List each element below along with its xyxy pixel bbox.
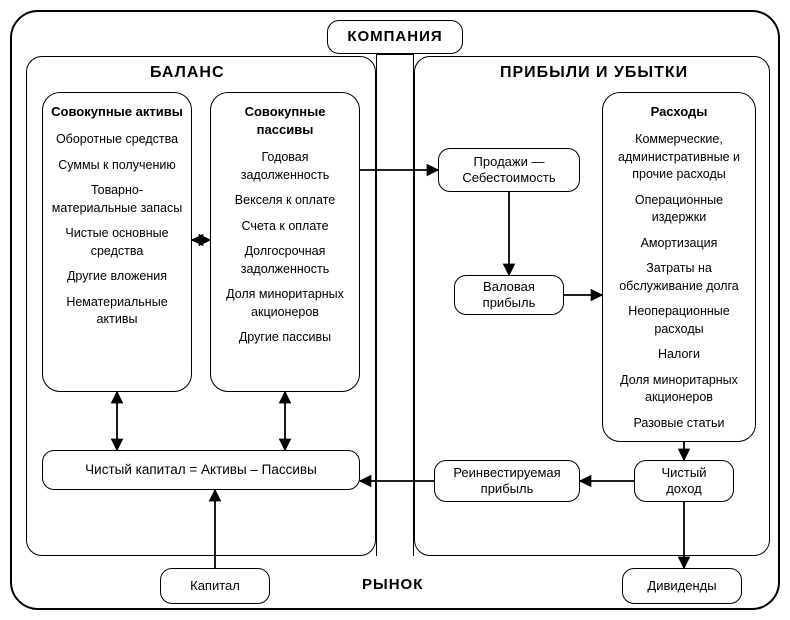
net-capital-box: Чистый капитал = Активы – Пассивы <box>42 450 360 490</box>
list-item: Налоги <box>611 346 747 364</box>
sales-cost-box: Продажи — Себестоимость <box>438 148 580 192</box>
gross-profit-text: Валовая прибыль <box>463 279 555 312</box>
total-assets-box: Совокупные активы Оборотные средства Сум… <box>42 92 192 392</box>
list-item: Счета к оплате <box>219 218 351 236</box>
expenses-box: Расходы Коммерческие, административные и… <box>602 92 756 442</box>
list-item: Чистые основные средства <box>51 225 183 260</box>
gross-profit-box: Валовая прибыль <box>454 275 564 315</box>
list-item: Коммерческие, административные и прочие … <box>611 131 747 184</box>
list-item: Неоперационные расходы <box>611 303 747 338</box>
list-item: Операционные издержки <box>611 192 747 227</box>
list-item: Годовая задолженность <box>219 149 351 184</box>
net-capital-text: Чистый капитал = Активы – Пассивы <box>85 462 317 479</box>
total-liabilities-header: Совокупные пассивы <box>219 103 351 139</box>
capital-text: Капитал <box>190 578 240 594</box>
sales-cost-text: Продажи — Себестоимость <box>447 154 571 187</box>
list-item: Суммы к получению <box>51 157 183 175</box>
net-income-box: Чистый доход <box>634 460 734 502</box>
dividends-box: Дивиденды <box>622 568 742 604</box>
list-item: Другие пассивы <box>219 329 351 347</box>
company-label: КОМПАНИЯ <box>347 28 442 47</box>
list-item: Разовые статьи <box>611 415 747 433</box>
expenses-header: Расходы <box>611 103 747 121</box>
dividends-text: Дивиденды <box>647 578 716 594</box>
total-assets-header: Совокупные активы <box>51 103 183 121</box>
balance-heading: БАЛАНС <box>150 64 225 82</box>
reinvested-profit-box: Реинвестируемая прибыль <box>434 460 580 502</box>
pnl-heading: ПРИБЫЛИ И УБЫТКИ <box>500 64 688 82</box>
reinvested-profit-text: Реинвестируемая прибыль <box>443 465 571 498</box>
list-item: Долгосрочная задолженность <box>219 243 351 278</box>
connector-column <box>376 54 414 556</box>
list-item: Товарно-материальные запасы <box>51 182 183 217</box>
market-heading: РЫНОК <box>362 576 423 593</box>
list-item: Доля миноритарных акционеров <box>611 372 747 407</box>
list-item: Оборотные средства <box>51 131 183 149</box>
list-item: Нематериальные активы <box>51 294 183 329</box>
list-item: Другие вложения <box>51 268 183 286</box>
list-item: Доля миноритарных акционеров <box>219 286 351 321</box>
list-item: Затраты на обслуживание долга <box>611 260 747 295</box>
list-item: Векселя к оплате <box>219 192 351 210</box>
capital-box: Капитал <box>160 568 270 604</box>
net-income-text: Чистый доход <box>643 465 725 498</box>
list-item: Амортизация <box>611 235 747 253</box>
company-box: КОМПАНИЯ <box>327 20 463 54</box>
total-liabilities-box: Совокупные пассивы Годовая задолженность… <box>210 92 360 392</box>
